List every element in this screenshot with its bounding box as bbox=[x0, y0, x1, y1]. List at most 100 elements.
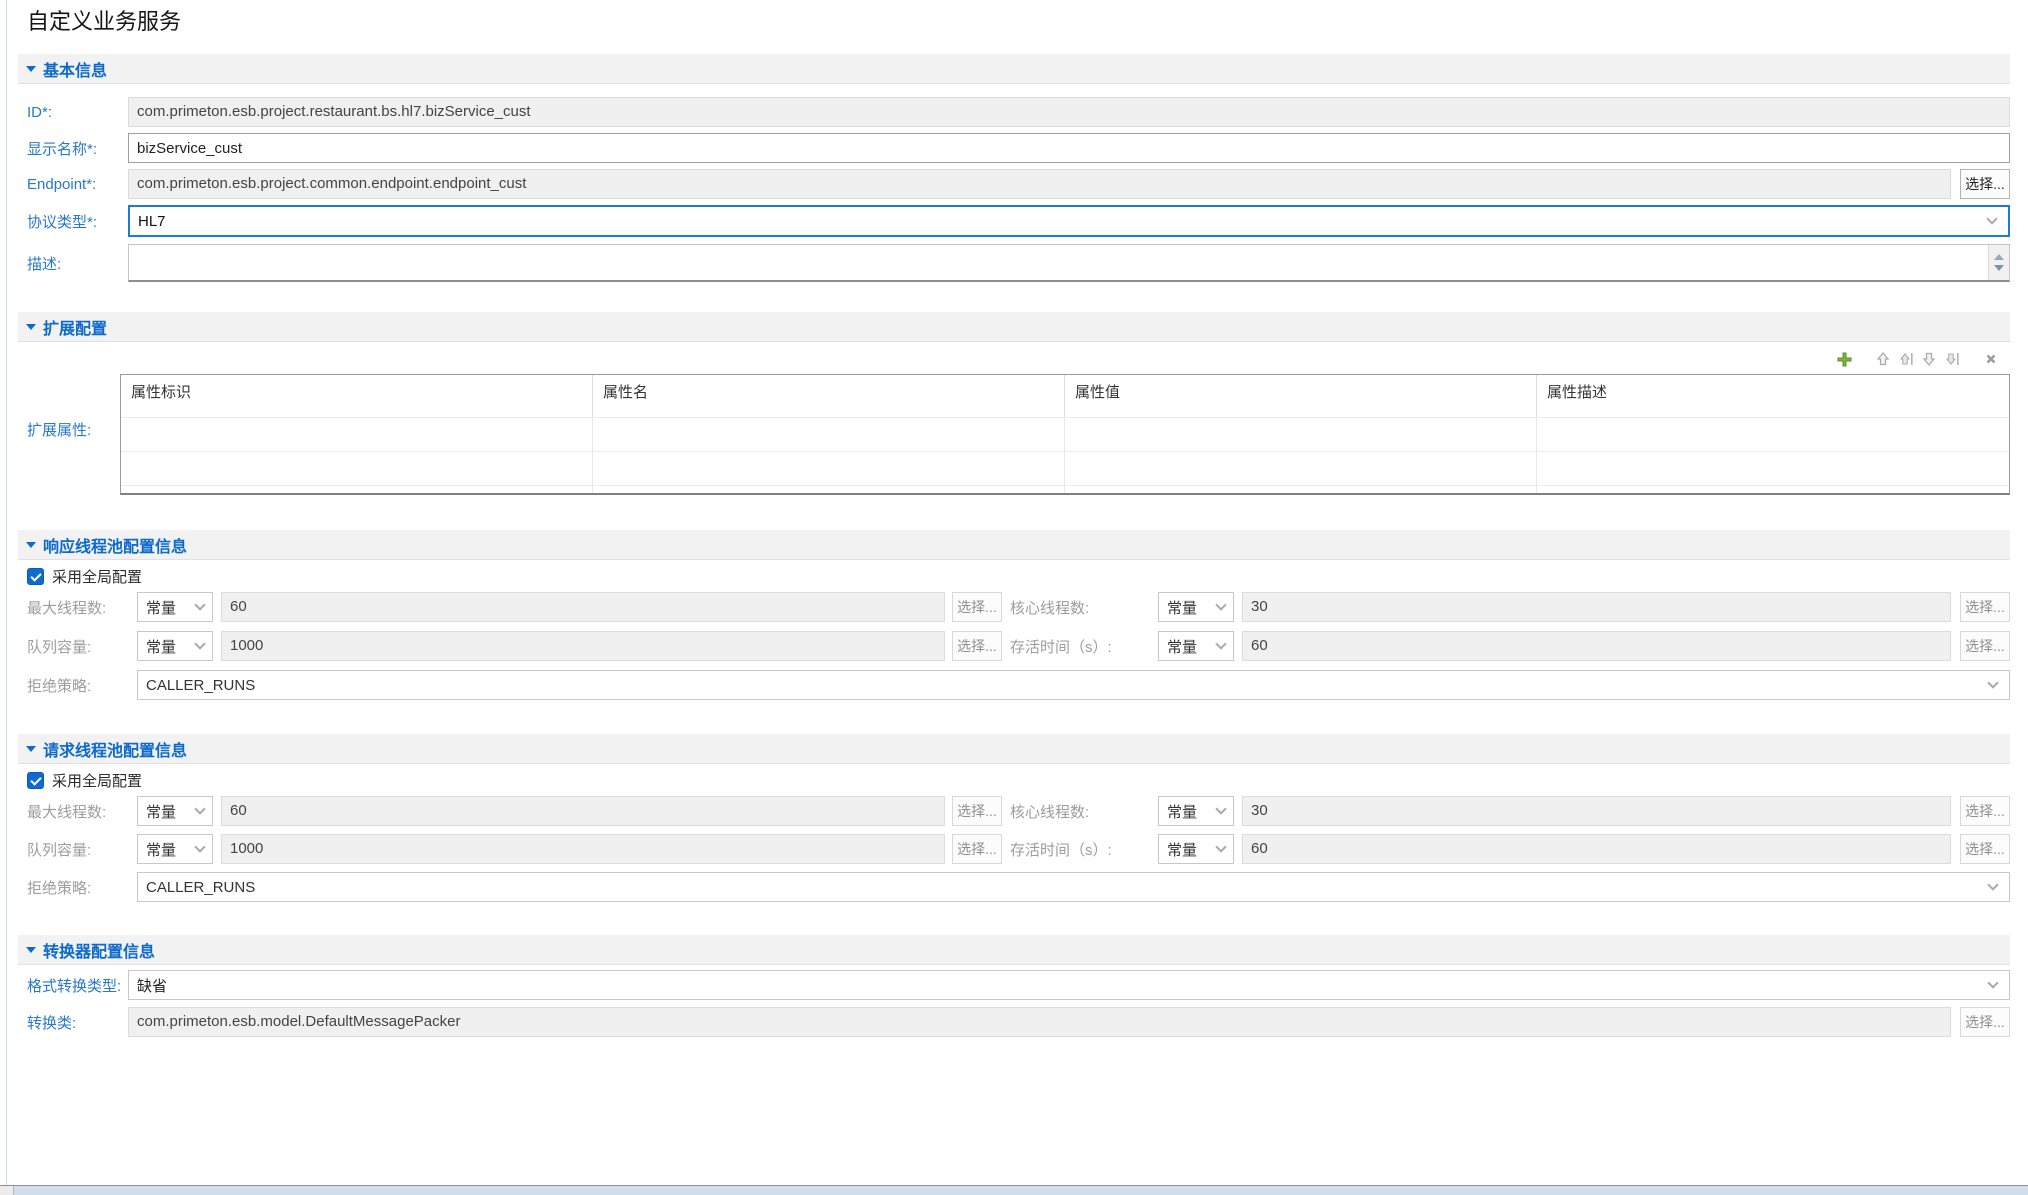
reject-policy-combobox[interactable]: CALLER_RUNS bbox=[137, 670, 2010, 700]
section-header-response-pool[interactable]: 响应线程池配置信息 bbox=[18, 530, 2010, 560]
core-threads-value: 30 bbox=[1242, 592, 1951, 622]
response-use-global-row: 采用全局配置 bbox=[18, 566, 2010, 587]
use-global-checkbox[interactable] bbox=[27, 772, 44, 789]
table-row[interactable] bbox=[121, 417, 2009, 451]
column-header[interactable]: 属性标识 bbox=[121, 375, 593, 417]
custom-business-service-form: 自定义业务服务 基本信息 ID*: com.primeton.esb.proje… bbox=[18, 0, 2010, 1037]
column-header[interactable]: 属性描述 bbox=[1547, 384, 1608, 401]
plus-icon bbox=[1837, 352, 1851, 366]
queue-capacity-select-button[interactable]: 选择... bbox=[952, 631, 1002, 661]
chevron-down-icon bbox=[1215, 599, 1227, 611]
chevron-down-icon bbox=[1987, 879, 1999, 891]
horizontal-scrollbar[interactable] bbox=[0, 1185, 2028, 1195]
core-threads-type-combobox[interactable]: 常量 bbox=[1158, 796, 1234, 826]
converter-class-row: 转换类: com.primeton.esb.model.DefaultMessa… bbox=[18, 1007, 2010, 1037]
converter-class-select-button[interactable]: 选择... bbox=[1960, 1007, 2010, 1037]
reject-policy-label: 拒绝策略: bbox=[27, 677, 92, 695]
max-threads-label: 最大线程数: bbox=[27, 803, 107, 821]
id-field: com.primeton.esb.project.restaurant.bs.h… bbox=[128, 97, 2010, 127]
core-threads-value: 30 bbox=[1242, 796, 1951, 826]
move-to-bottom-button[interactable] bbox=[1943, 350, 1961, 368]
max-threads-type-combobox[interactable]: 常量 bbox=[137, 592, 213, 622]
core-threads-type-combobox[interactable]: 常量 bbox=[1158, 592, 1234, 622]
keep-alive-type-combobox[interactable]: 常量 bbox=[1158, 631, 1234, 661]
max-threads-type-combobox[interactable]: 常量 bbox=[137, 796, 213, 826]
queue-capacity-type-combobox[interactable]: 常量 bbox=[137, 834, 213, 864]
section-title: 请求线程池配置信息 bbox=[43, 742, 188, 760]
move-to-top-button[interactable] bbox=[1897, 350, 1915, 368]
table-header-row: 属性标识 属性名 属性值 属性描述 bbox=[121, 375, 2009, 417]
extension-attributes-row: 扩展属性: 属性标识 属性名 属性值 属性描述 bbox=[18, 374, 2010, 495]
section-header-basic-info[interactable]: 基本信息 bbox=[18, 54, 2010, 84]
max-threads-label: 最大线程数: bbox=[27, 599, 107, 617]
response-reject-policy-row: 拒绝策略: CALLER_RUNS bbox=[18, 670, 2010, 700]
use-global-label: 采用全局配置 bbox=[52, 773, 143, 790]
display-name-label: 显示名称*: bbox=[27, 140, 98, 158]
max-threads-select-button[interactable]: 选择... bbox=[952, 592, 1002, 622]
section-title: 转换器配置信息 bbox=[43, 943, 156, 961]
field-row-id: ID*: com.primeton.esb.project.restaurant… bbox=[18, 97, 2010, 127]
keep-alive-value: 60 bbox=[1242, 834, 1951, 864]
description-scrollbar[interactable] bbox=[1988, 245, 2009, 280]
queue-capacity-value: 1000 bbox=[221, 834, 945, 864]
core-threads-select-button[interactable]: 选择... bbox=[1960, 796, 2010, 826]
field-row-endpoint: Endpoint*: com.primeton.esb.project.comm… bbox=[18, 169, 2010, 199]
column-header[interactable]: 属性名 bbox=[593, 375, 1065, 417]
queue-capacity-label: 队列容量: bbox=[27, 841, 92, 859]
format-type-row: 格式转换类型: 缺省 bbox=[18, 970, 2010, 1000]
section-header-extension-config[interactable]: 扩展配置 bbox=[18, 312, 2010, 342]
chevron-down-icon bbox=[194, 841, 206, 853]
section-title: 扩展配置 bbox=[43, 320, 108, 338]
queue-capacity-select-button[interactable]: 选择... bbox=[952, 834, 1002, 864]
add-row-button[interactable] bbox=[1835, 350, 1853, 368]
reject-policy-label: 拒绝策略: bbox=[27, 879, 92, 897]
max-threads-select-button[interactable]: 选择... bbox=[952, 796, 1002, 826]
column-header[interactable]: 属性值 bbox=[1065, 375, 1537, 417]
collapse-triangle-icon bbox=[26, 65, 36, 72]
response-queue-row: 队列容量: 常量 1000 选择... 存活时间（s）: 常量 60 选择... bbox=[18, 631, 2010, 661]
keep-alive-select-button[interactable]: 选择... bbox=[1960, 631, 2010, 661]
description-label: 描述: bbox=[27, 255, 62, 273]
format-type-combobox[interactable]: 缺省 bbox=[128, 970, 2010, 1000]
reject-policy-combobox[interactable]: CALLER_RUNS bbox=[137, 872, 2010, 902]
response-threads-row: 最大线程数: 常量 60 选择... 核心线程数: 常量 30 选择... bbox=[18, 592, 2010, 622]
collapse-triangle-icon bbox=[26, 946, 36, 953]
chevron-down-icon bbox=[1987, 977, 1999, 989]
description-textarea[interactable] bbox=[129, 245, 1988, 280]
id-label: ID*: bbox=[27, 103, 53, 121]
request-use-global-row: 采用全局配置 bbox=[18, 770, 2010, 791]
protocol-value: HL7 bbox=[138, 212, 166, 230]
request-threads-row: 最大线程数: 常量 60 选择... 核心线程数: 常量 30 选择... bbox=[18, 796, 2010, 826]
arrow-up-icon[interactable] bbox=[1994, 254, 2004, 260]
collapse-triangle-icon bbox=[26, 541, 36, 548]
protocol-combobox[interactable]: HL7 bbox=[128, 205, 2010, 237]
scrollbar-corner bbox=[0, 1186, 14, 1195]
core-threads-select-button[interactable]: 选择... bbox=[1960, 592, 2010, 622]
move-down-button[interactable] bbox=[1920, 350, 1938, 368]
section-title: 响应线程池配置信息 bbox=[43, 538, 188, 556]
arrow-down-icon bbox=[1922, 352, 1936, 366]
chevron-down-icon bbox=[194, 599, 206, 611]
page-title: 自定义业务服务 bbox=[27, 10, 182, 35]
table-row[interactable] bbox=[121, 451, 2009, 485]
core-threads-label: 核心线程数: bbox=[1010, 803, 1090, 821]
queue-capacity-value: 1000 bbox=[221, 631, 945, 661]
move-up-button[interactable] bbox=[1874, 350, 1892, 368]
arrow-down-icon[interactable] bbox=[1994, 265, 2004, 271]
use-global-checkbox[interactable] bbox=[27, 568, 44, 585]
display-name-input[interactable] bbox=[128, 133, 2010, 163]
chevron-down-icon bbox=[1215, 803, 1227, 815]
endpoint-label: Endpoint*: bbox=[27, 175, 97, 193]
chevron-down-icon bbox=[1986, 213, 1998, 225]
queue-capacity-type-combobox[interactable]: 常量 bbox=[137, 631, 213, 661]
delete-row-button[interactable] bbox=[1982, 350, 2000, 368]
chevron-down-icon bbox=[194, 638, 206, 650]
request-queue-row: 队列容量: 常量 1000 选择... 存活时间（s）: 常量 60 选择... bbox=[18, 834, 2010, 864]
endpoint-select-button[interactable]: 选择... bbox=[1960, 169, 2010, 199]
section-header-converter-config[interactable]: 转换器配置信息 bbox=[18, 935, 2010, 965]
table-row[interactable] bbox=[121, 485, 2009, 493]
queue-capacity-label: 队列容量: bbox=[27, 638, 92, 656]
section-header-request-pool[interactable]: 请求线程池配置信息 bbox=[18, 734, 2010, 764]
keep-alive-select-button[interactable]: 选择... bbox=[1960, 834, 2010, 864]
keep-alive-type-combobox[interactable]: 常量 bbox=[1158, 834, 1234, 864]
